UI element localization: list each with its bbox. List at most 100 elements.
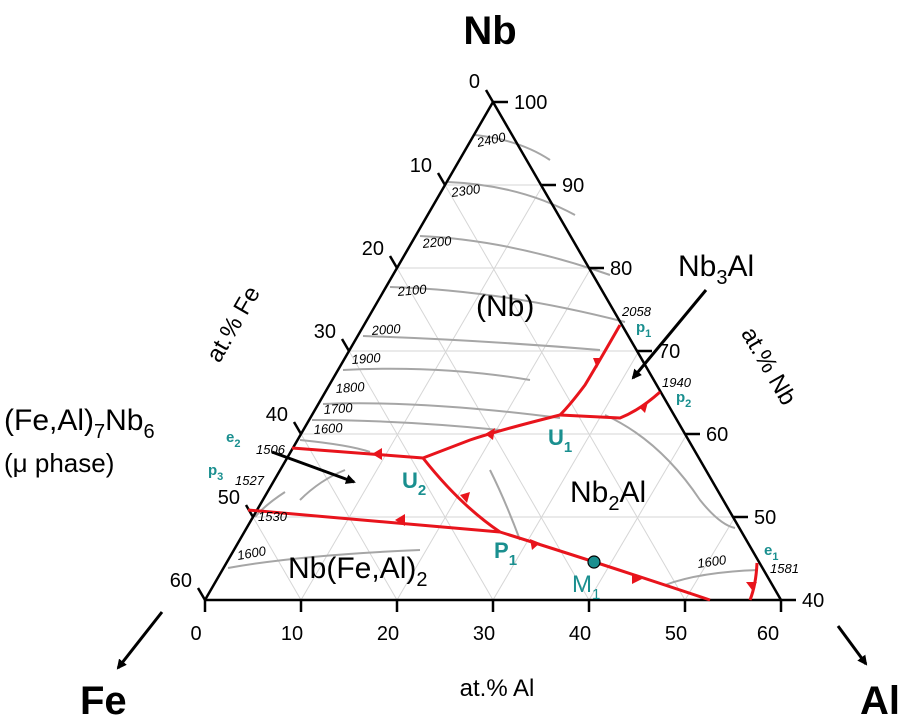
e2-main: e (226, 429, 234, 446)
phase-laves: Nb(Fe,Al)2 (288, 552, 427, 591)
al-tick: 10 (281, 623, 303, 645)
u2-sub: 2 (418, 482, 426, 499)
isotherm-labels: 2400 2300 2200 2100 2000 1900 1800 1700 … (236, 129, 728, 571)
al-tick: 20 (377, 623, 399, 645)
fe-tick: 0 (469, 71, 480, 93)
al-tick: 30 (473, 623, 495, 645)
fe-corner-arrow (116, 611, 164, 670)
phase-labels: (Nb) Nb3Al Nb2Al (Fe,Al)7Nb6 (μ phase) N… (4, 250, 754, 591)
m1-main: M (572, 571, 592, 598)
al-tick: 50 (665, 623, 687, 645)
nb-tick: 50 (754, 507, 776, 529)
u2-main: U (402, 468, 418, 493)
e2-temp: 1506 (256, 442, 286, 457)
mu-phase-pointer-arrow (271, 450, 356, 484)
nb-tick: 70 (658, 341, 680, 363)
P1-sub: 1 (509, 552, 517, 569)
fe-tick: 50 (218, 487, 240, 509)
u2-label: U2 (402, 468, 426, 499)
isotherms (227, 134, 759, 586)
p1-main: p (636, 319, 645, 336)
isotherm-label: 1900 (351, 350, 382, 367)
e1-sub: 1 (772, 551, 778, 563)
p1-label: p1 (636, 319, 651, 340)
p2-sub: 2 (685, 398, 691, 410)
fe-tick: 30 (314, 321, 336, 343)
P1-label: P1 (494, 538, 517, 569)
p1-temp: 2058 (621, 304, 652, 319)
m1-label: M1 (572, 571, 600, 603)
phase-mu-sub2: 6 (143, 421, 154, 443)
pointer-arrows (116, 289, 868, 670)
fe-tick: 40 (266, 404, 288, 426)
isotherm-label: 1700 (323, 400, 354, 417)
isotherm-label: 1600 (236, 543, 268, 563)
axis-title-fe: at.% Fe (201, 282, 266, 367)
phase-mu-note: (μ phase) (4, 448, 114, 478)
isotherm-label: 1600 (313, 420, 344, 437)
al-corner-arrow (836, 625, 868, 666)
p1-sub: 1 (645, 328, 651, 340)
nb-tick: 90 (562, 175, 584, 197)
phase-nb2al-sub: 2 (608, 493, 619, 515)
nb-tick: 60 (706, 424, 728, 446)
isotherm-label: 2400 (475, 129, 508, 150)
p2-temp: 1940 (662, 375, 692, 390)
phase-mu-a: (Fe,Al) (4, 404, 94, 437)
nb3al-pointer-arrow (631, 289, 708, 380)
al-tick: 40 (569, 623, 591, 645)
m1-sub: 1 (592, 586, 600, 603)
phase-nb2al-a: Nb (570, 476, 608, 509)
isotherm-label: 2000 (370, 321, 402, 338)
nb-tick: 100 (514, 92, 547, 114)
phase-mu: (Fe,Al)7Nb6 (4, 404, 155, 443)
invariant-point-labels: 2058 p1 1940 p2 e1 1581 e2 1506 p3 1527 … (208, 304, 799, 603)
p3-sub: 3 (217, 471, 223, 483)
u1-main: U (548, 425, 564, 450)
phase-nb3al-a: Nb (678, 250, 716, 283)
triangle-frame (196, 89, 796, 612)
axis-title-nb: at.% Nb (735, 323, 801, 410)
al-tick-labels: 0 10 20 30 40 50 60 (190, 623, 779, 645)
p2-main: p (676, 389, 685, 406)
u1-label: U1 (548, 425, 572, 456)
e2-label: e2 (226, 429, 240, 450)
isotherm-label: 1600 (696, 552, 727, 571)
nb-tick: 80 (610, 258, 632, 280)
p3-temp: 1527 (235, 473, 265, 488)
isotherm-label: 1800 (335, 379, 366, 396)
phase-nb3al-sub: 3 (716, 267, 727, 289)
al-tick: 0 (190, 623, 201, 645)
e1-temp: 1581 (770, 561, 799, 576)
e1-label: e1 (764, 542, 778, 563)
p3-main: p (208, 462, 217, 479)
composition-grid (252, 184, 736, 601)
fe-tick-labels: 0 10 20 30 40 50 60 (170, 71, 480, 592)
e2-sub: 2 (234, 438, 240, 450)
phase-nb2al: Nb2Al (570, 476, 646, 515)
e1-main: e (764, 542, 772, 559)
isotherm-label: 2300 (449, 181, 481, 200)
phase-nb3al-b: Al (727, 250, 754, 283)
nb-tick-labels: 100 90 80 70 60 50 40 (514, 92, 824, 612)
fe-tick: 20 (362, 238, 384, 260)
phase-nb2al-b: Al (619, 476, 646, 509)
corner-nb: Nb (463, 9, 516, 53)
phase-nb3al: Nb3Al (678, 250, 754, 289)
phase-nb: (Nb) (476, 290, 534, 323)
u1-sub: 1 (564, 439, 572, 456)
nb-tick: 40 (802, 590, 824, 612)
phase-laves-sub: 2 (416, 569, 427, 591)
P1-main: P (494, 538, 509, 563)
phase-mu-sub1: 7 (94, 421, 105, 443)
fe-tick: 10 (410, 155, 432, 177)
phase-laves-a: Nb(Fe,Al) (288, 552, 416, 585)
fe-tick: 60 (170, 570, 192, 592)
corner-al: Al (860, 679, 900, 723)
axis-title-al: at.% Al (460, 675, 535, 702)
p3-label: p3 (208, 462, 223, 483)
phase-mu-b: Nb (105, 404, 143, 437)
p2-label: p2 (676, 389, 691, 410)
corner-fe: Fe (80, 679, 127, 723)
